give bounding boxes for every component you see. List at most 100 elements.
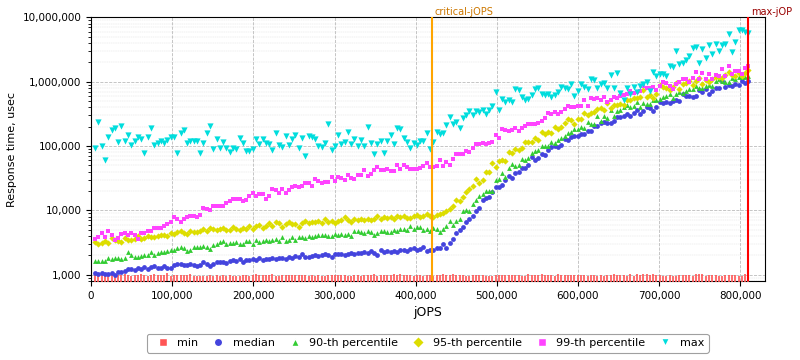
Point: [532, 85, 545, 91]
Point: [542, 147, 554, 153]
Point: [726, 83, 738, 89]
Point: [273, 277, 286, 283]
Point: [378, 276, 390, 282]
Point: [217, 259, 230, 265]
Point: [322, 179, 334, 184]
Point: [250, 223, 262, 229]
Point: [699, 76, 712, 82]
Point: [98, 157, 111, 163]
Point: [650, 91, 663, 97]
Point: [276, 234, 289, 240]
Point: [374, 138, 387, 144]
Point: [348, 228, 361, 234]
Point: [362, 216, 374, 222]
Point: [713, 276, 726, 282]
Point: [463, 277, 476, 283]
Point: [325, 255, 338, 260]
Point: [450, 197, 462, 203]
Point: [404, 166, 417, 172]
Point: [362, 251, 374, 256]
Point: [588, 77, 601, 82]
Point: [568, 276, 581, 282]
Point: [643, 85, 656, 91]
Point: [276, 276, 289, 282]
Point: [200, 206, 213, 212]
Point: [499, 174, 512, 180]
Point: [683, 86, 696, 92]
Point: [515, 94, 528, 100]
Point: [637, 81, 650, 86]
Point: [214, 239, 226, 245]
Point: [342, 252, 354, 257]
Point: [348, 176, 361, 181]
Point: [427, 214, 440, 220]
Point: [476, 108, 489, 113]
Point: [476, 191, 489, 197]
Point: [479, 141, 492, 147]
Point: [506, 127, 518, 133]
Point: [423, 276, 436, 282]
Point: [670, 48, 682, 54]
Point: [351, 228, 364, 234]
Point: [387, 216, 400, 221]
Point: [282, 237, 295, 242]
Point: [315, 144, 328, 149]
Point: [470, 108, 482, 114]
Point: [387, 141, 400, 147]
Point: [450, 276, 462, 282]
Point: [95, 143, 108, 149]
Point: [210, 259, 223, 265]
Point: [437, 242, 450, 247]
Point: [95, 270, 108, 276]
Point: [390, 162, 403, 168]
Point: [515, 157, 528, 162]
Point: [131, 236, 144, 242]
Point: [660, 99, 673, 105]
Point: [522, 275, 535, 281]
Point: [109, 255, 122, 261]
Point: [618, 93, 630, 98]
Point: [262, 276, 275, 282]
Point: [509, 276, 522, 282]
Point: [207, 226, 220, 232]
Point: [647, 97, 660, 103]
Point: [643, 105, 656, 111]
Point: [220, 242, 233, 247]
Point: [378, 150, 390, 156]
Point: [532, 155, 545, 161]
Point: [542, 276, 554, 282]
Point: [387, 275, 400, 281]
Point: [430, 245, 443, 251]
Point: [315, 180, 328, 186]
Point: [184, 138, 197, 144]
Point: [184, 261, 197, 267]
Point: [585, 95, 598, 101]
Point: [558, 85, 571, 91]
Point: [322, 252, 334, 258]
Point: [381, 229, 394, 235]
Point: [299, 180, 312, 186]
Point: [292, 224, 305, 230]
Point: [722, 31, 735, 37]
Point: [529, 86, 542, 91]
Point: [335, 276, 348, 282]
Point: [237, 242, 250, 247]
Point: [630, 89, 643, 95]
Point: [374, 229, 387, 234]
Point: [518, 97, 531, 103]
Point: [345, 175, 358, 181]
Point: [529, 276, 542, 282]
Point: [138, 264, 150, 270]
Point: [384, 132, 397, 138]
Point: [250, 193, 262, 198]
Point: [548, 143, 561, 149]
Point: [460, 207, 473, 213]
Point: [434, 157, 446, 163]
Point: [306, 183, 318, 189]
Point: [535, 91, 548, 96]
Point: [680, 276, 693, 282]
Point: [354, 216, 367, 222]
Point: [453, 227, 466, 233]
Point: [709, 86, 722, 91]
Point: [145, 234, 158, 240]
